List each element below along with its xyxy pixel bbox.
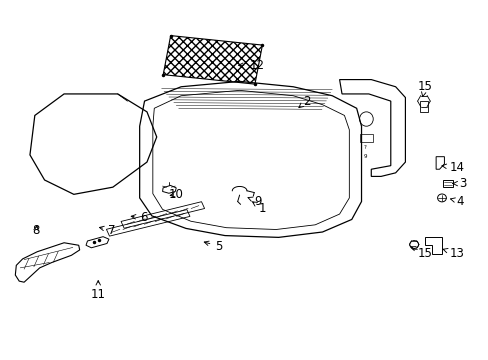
Bar xyxy=(359,134,372,142)
Text: ?: ? xyxy=(363,145,366,150)
Text: 14: 14 xyxy=(441,161,463,174)
Text: 5: 5 xyxy=(204,240,222,253)
Polygon shape xyxy=(163,36,262,84)
Text: 9: 9 xyxy=(247,195,261,208)
Text: 2: 2 xyxy=(298,95,310,108)
Text: 1: 1 xyxy=(252,202,266,215)
Text: 15: 15 xyxy=(417,80,431,96)
Text: 10: 10 xyxy=(168,188,183,201)
Text: 8: 8 xyxy=(32,224,40,237)
Text: 4: 4 xyxy=(449,195,463,208)
Text: 7: 7 xyxy=(99,224,115,237)
Text: 6: 6 xyxy=(131,211,147,224)
Text: 12: 12 xyxy=(238,59,264,72)
Text: 9: 9 xyxy=(363,154,366,159)
Text: 11: 11 xyxy=(91,280,105,301)
Text: 3: 3 xyxy=(452,177,466,190)
Text: 15: 15 xyxy=(410,247,432,260)
Text: 13: 13 xyxy=(442,247,463,260)
Bar xyxy=(419,101,427,112)
